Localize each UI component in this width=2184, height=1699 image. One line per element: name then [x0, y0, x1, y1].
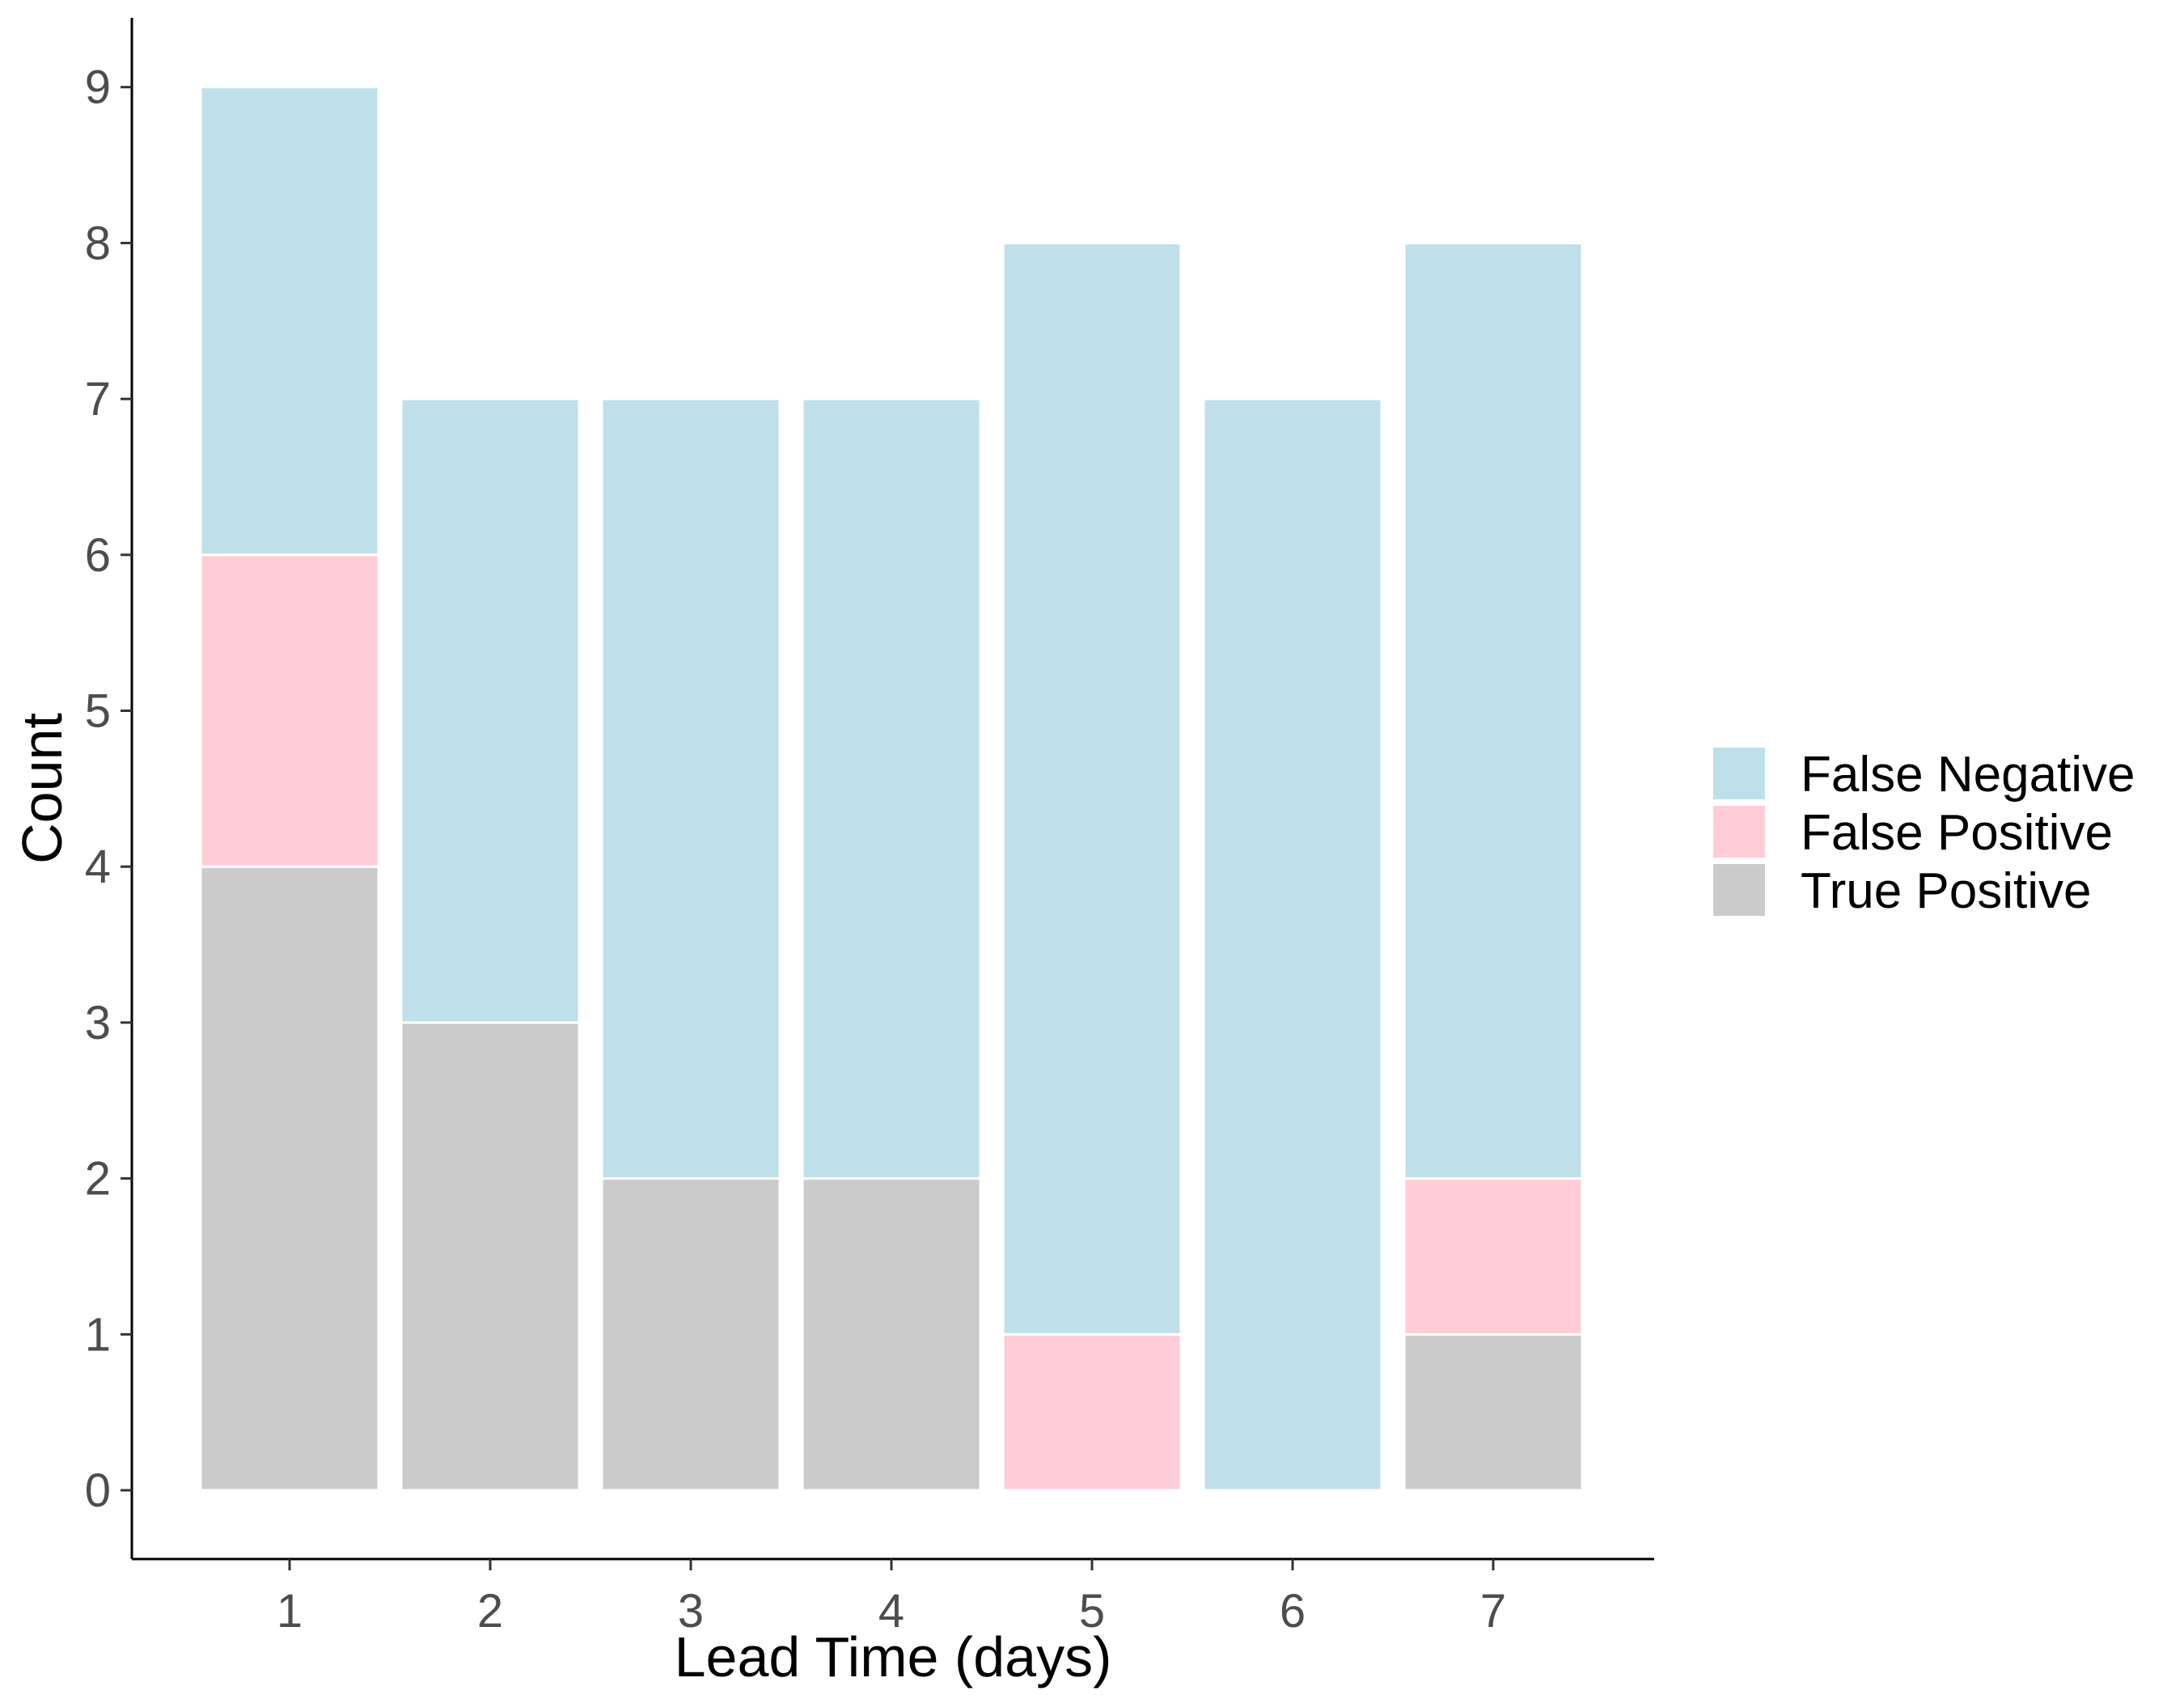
- x-tick-label: 5: [1079, 1585, 1105, 1638]
- bar-false-negative-4: [801, 397, 982, 1180]
- y-axis-ticks: 0 1 2 3 4 5 6 7 8 9: [85, 61, 132, 1517]
- bar-false-negative-3: [600, 397, 781, 1180]
- legend-label-true-positive: True Positive: [1801, 863, 2092, 919]
- bar-true-positive-4: [801, 1177, 982, 1492]
- bars-layer: [199, 86, 1584, 1492]
- legend-label-false-positive: False Positive: [1801, 805, 2113, 861]
- x-axis-ticks: 1 2 3 4 5 6 7: [277, 1559, 1506, 1638]
- y-tick-label: 6: [85, 529, 111, 582]
- y-axis-title: Count: [11, 713, 74, 864]
- bar-false-negative-7: [1403, 241, 1584, 1180]
- bar-true-positive-7: [1403, 1333, 1584, 1492]
- y-tick-label: 8: [85, 217, 111, 269]
- y-tick-label: 0: [85, 1464, 111, 1517]
- y-tick-label: 2: [85, 1153, 111, 1205]
- bar-false-negative-1: [199, 86, 380, 557]
- bar-false-positive-1: [199, 553, 380, 868]
- legend-swatch-false-positive: [1713, 806, 1765, 858]
- y-tick-label: 4: [85, 841, 111, 893]
- bar-false-negative-2: [400, 397, 581, 1024]
- legend-swatch-true-positive: [1713, 864, 1765, 916]
- x-tick-label: 1: [277, 1585, 303, 1638]
- y-tick-label: 7: [85, 373, 111, 426]
- y-tick-label: 5: [85, 685, 111, 738]
- y-tick-label: 3: [85, 997, 111, 1049]
- y-tick-label: 9: [85, 61, 111, 114]
- bar-true-positive-2: [400, 1021, 581, 1492]
- x-tick-label: 6: [1280, 1585, 1306, 1638]
- y-tick-label: 1: [85, 1308, 111, 1361]
- bar-true-positive-1: [199, 865, 380, 1492]
- bar-false-negative-5: [1001, 241, 1183, 1336]
- bar-false-positive-5: [1001, 1333, 1183, 1492]
- x-tick-label: 2: [477, 1585, 503, 1638]
- legend-label-false-negative: False Negative: [1801, 747, 2135, 803]
- x-tick-label: 7: [1480, 1585, 1506, 1638]
- x-tick-label: 3: [678, 1585, 704, 1638]
- bar-false-negative-6: [1202, 397, 1383, 1492]
- legend-swatch-false-negative: [1713, 748, 1765, 799]
- bar-true-positive-3: [600, 1177, 781, 1492]
- x-tick-label: 4: [878, 1585, 904, 1638]
- bar-false-positive-7: [1403, 1177, 1584, 1336]
- x-axis-title: Lead Time (days): [675, 1625, 1112, 1688]
